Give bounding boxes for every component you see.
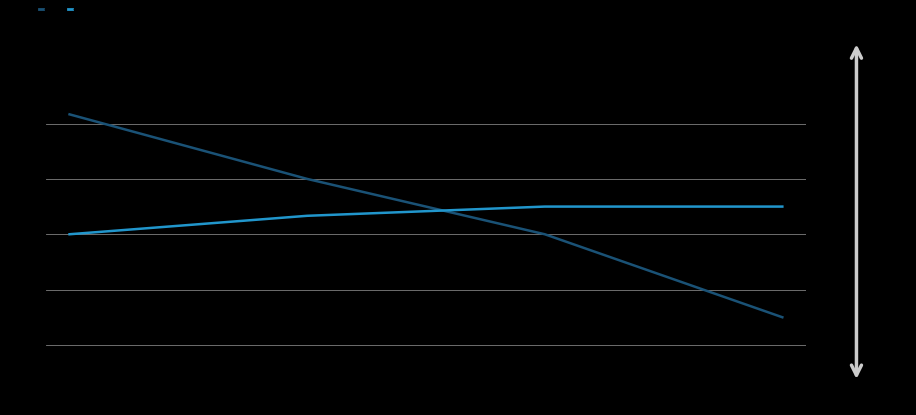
Legend: Company (European MedTech), Peer Average (U.S. MedTech): Company (European MedTech), Peer Average… [38, 7, 94, 10]
